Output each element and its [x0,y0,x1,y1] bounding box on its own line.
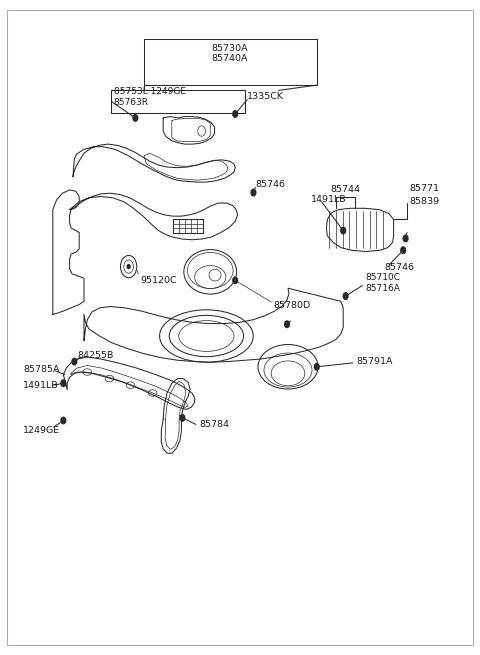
Circle shape [341,227,346,234]
Text: 85791A: 85791A [356,357,393,366]
Text: 85785A: 85785A [23,365,60,374]
Circle shape [72,358,77,365]
Text: 85744: 85744 [330,185,360,195]
Circle shape [233,111,238,117]
Text: 85839: 85839 [409,197,439,206]
Circle shape [401,247,406,253]
Text: 85753L 1249GE
85763R: 85753L 1249GE 85763R [114,87,186,107]
Text: 85746: 85746 [384,263,414,272]
Circle shape [314,364,319,370]
Circle shape [233,277,238,284]
Text: 85730A
85740A: 85730A 85740A [211,44,248,64]
Text: 1491LB: 1491LB [311,195,347,204]
Text: 1491LB: 1491LB [23,381,59,390]
Circle shape [61,380,66,386]
Circle shape [285,321,289,328]
Circle shape [127,265,130,269]
Circle shape [61,417,66,424]
Circle shape [251,189,256,196]
Circle shape [133,115,138,121]
Text: 1335CK: 1335CK [247,92,284,101]
Text: 84255B: 84255B [78,350,114,360]
Text: 85771: 85771 [409,184,439,193]
Text: 85780D: 85780D [274,301,311,310]
Text: 85746: 85746 [255,180,285,189]
Circle shape [403,235,408,242]
Text: 85784: 85784 [199,420,229,429]
Circle shape [343,293,348,299]
Text: 1249GE: 1249GE [23,426,60,436]
Text: 85710C
85716A: 85710C 85716A [366,273,401,293]
Circle shape [180,415,185,421]
Text: 95120C: 95120C [140,276,177,285]
